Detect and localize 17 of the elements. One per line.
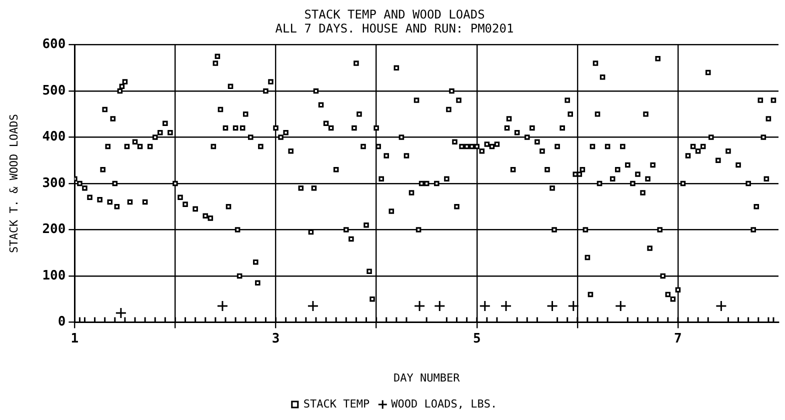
y-tick-label: 0	[58, 314, 66, 330]
y-tick-label: 400	[42, 130, 66, 145]
legend-label: STACK TEMP	[303, 397, 370, 410]
y-tick-label: 500	[42, 83, 66, 98]
x-tick-label: 3	[272, 331, 280, 346]
y-tick-label: 300	[42, 176, 66, 191]
x-tick-label: 1	[70, 331, 79, 346]
y-tick-label: 600	[42, 37, 66, 52]
x-tick-label: 5	[472, 331, 481, 346]
chart-title: STACK TEMP AND WOOD LOADS	[304, 7, 485, 22]
legend-label: WOOD LOADS, LBS.	[391, 397, 498, 410]
x-tick-label: 7	[674, 331, 682, 346]
x-axis-title: DAY NUMBER	[393, 371, 460, 384]
y-axis-title: STACK T. & WOOD LOADS	[7, 114, 20, 254]
y-tick-label: 100	[42, 268, 66, 284]
chart-subtitle: ALL 7 DAYS. HOUSE AND RUN: PM0201	[275, 22, 514, 36]
y-tick-label: 200	[42, 222, 66, 238]
